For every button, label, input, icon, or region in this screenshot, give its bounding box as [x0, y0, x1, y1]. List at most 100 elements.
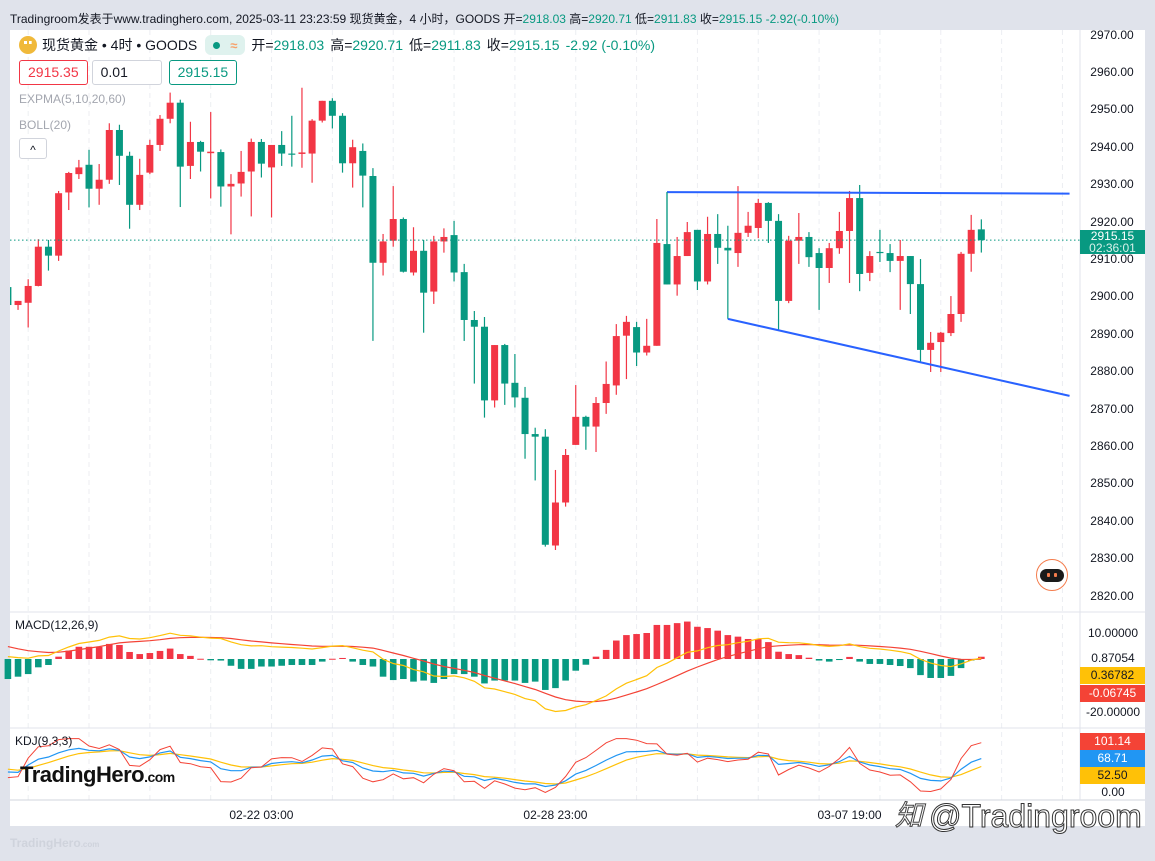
candle-body[interactable] [440, 236, 448, 242]
candle-body[interactable] [805, 236, 813, 258]
candle-body[interactable] [430, 241, 438, 292]
indicator-expma[interactable]: EXPMA(5,10,20,60) [19, 92, 126, 106]
quantity-input[interactable]: 0.01 [91, 60, 162, 85]
candle-body[interactable] [795, 236, 803, 241]
candle-body[interactable] [105, 129, 113, 180]
candle-body[interactable] [379, 241, 387, 263]
candle-body[interactable] [704, 233, 712, 282]
candle-body[interactable] [460, 272, 468, 320]
candle-body[interactable] [856, 198, 864, 274]
candle-body[interactable] [349, 147, 357, 164]
candle-body[interactable] [633, 327, 641, 353]
candle-body[interactable] [714, 233, 722, 248]
candle-body[interactable] [521, 397, 529, 435]
candle-body[interactable] [24, 285, 32, 303]
candle-body[interactable] [764, 202, 772, 221]
candle-body[interactable] [572, 416, 580, 445]
candle-body[interactable] [298, 152, 306, 154]
candle-body[interactable] [825, 248, 833, 269]
candle-body[interactable] [744, 225, 752, 233]
buy-button[interactable]: 2915.15 [168, 60, 238, 85]
candle-body[interactable] [480, 326, 488, 401]
candle-body[interactable] [511, 382, 519, 398]
candle-body[interactable] [501, 345, 509, 384]
candle-body[interactable] [65, 173, 73, 193]
candle-body[interactable] [835, 230, 843, 249]
candle-body[interactable] [247, 141, 255, 172]
candle-body[interactable] [754, 202, 762, 228]
candle-body[interactable] [146, 144, 154, 173]
candle-body[interactable] [470, 319, 478, 327]
candle-body[interactable] [612, 336, 620, 386]
indicator-boll[interactable]: BOLL(20) [19, 118, 72, 132]
candle-body[interactable] [551, 502, 559, 546]
candle-body[interactable] [876, 251, 884, 254]
candle-body[interactable] [967, 229, 975, 254]
candle-body[interactable] [359, 150, 367, 176]
candle-body[interactable] [44, 246, 52, 256]
candle-body[interactable] [906, 256, 914, 285]
candle-body[interactable] [846, 198, 854, 231]
candle-body[interactable] [136, 174, 144, 205]
candle-body[interactable] [734, 232, 742, 254]
candle-body[interactable] [399, 219, 407, 272]
candle-body[interactable] [937, 332, 945, 343]
candle-body[interactable] [176, 102, 184, 167]
candle-body[interactable] [622, 321, 630, 336]
candle-body[interactable] [4, 287, 12, 306]
candle-body[interactable] [207, 151, 215, 154]
candle-body[interactable] [643, 345, 651, 353]
candle-body[interactable] [156, 118, 164, 145]
candle-body[interactable] [288, 153, 296, 155]
candle-body[interactable] [237, 171, 245, 184]
candle-body[interactable] [318, 100, 326, 121]
candle-body[interactable] [75, 167, 83, 175]
candle-body[interactable] [683, 232, 691, 257]
candle-body[interactable] [562, 455, 570, 503]
candle-body[interactable] [866, 256, 874, 273]
candle-body[interactable] [85, 164, 93, 189]
candle-body[interactable] [602, 383, 610, 404]
candle-body[interactable] [977, 229, 985, 241]
candle-body[interactable] [115, 129, 123, 156]
candle-body[interactable] [95, 179, 103, 189]
candle-body[interactable] [227, 183, 235, 187]
status-pill[interactable]: ≈ [205, 35, 246, 55]
candle-body[interactable] [491, 345, 499, 401]
candle-body[interactable] [410, 250, 417, 273]
candle-body[interactable] [197, 141, 205, 152]
candle-body[interactable] [947, 314, 955, 334]
candle-body[interactable] [886, 253, 894, 261]
candle-body[interactable] [14, 300, 22, 306]
candle-body[interactable] [339, 115, 347, 164]
candle-body[interactable] [268, 144, 276, 168]
candle-body[interactable] [541, 436, 549, 545]
candle-body[interactable] [450, 235, 458, 273]
candle-body[interactable] [389, 219, 397, 241]
candle-body[interactable] [186, 141, 194, 166]
candle-body[interactable] [775, 220, 783, 301]
candle-body[interactable] [328, 100, 336, 116]
candle-body[interactable] [34, 246, 42, 286]
candle-body[interactable] [257, 141, 265, 164]
candle-body[interactable] [927, 342, 935, 350]
candle-body[interactable] [126, 155, 134, 205]
candle-body[interactable] [785, 240, 793, 301]
candle-body[interactable] [308, 120, 316, 154]
candle-body[interactable] [531, 434, 539, 437]
candle-body[interactable] [724, 247, 732, 251]
symbol-title[interactable]: 现货黄金 • 4时 • GOODS [42, 37, 198, 53]
candle-body[interactable] [420, 250, 428, 293]
assistant-robot-button[interactable] [1036, 559, 1068, 591]
candle-body[interactable] [582, 416, 590, 427]
candle-body[interactable] [896, 256, 904, 261]
candle-body[interactable] [166, 102, 174, 119]
candle-body[interactable] [278, 144, 286, 154]
sell-button[interactable]: 2915.35 [19, 60, 88, 85]
candle-body[interactable] [592, 403, 600, 427]
candle-body[interactable] [957, 253, 965, 315]
kdj-title[interactable]: KDJ(9,3,3) [15, 734, 73, 748]
collapse-indicators-button[interactable]: ^ [19, 138, 47, 159]
candle-body[interactable] [653, 242, 661, 346]
